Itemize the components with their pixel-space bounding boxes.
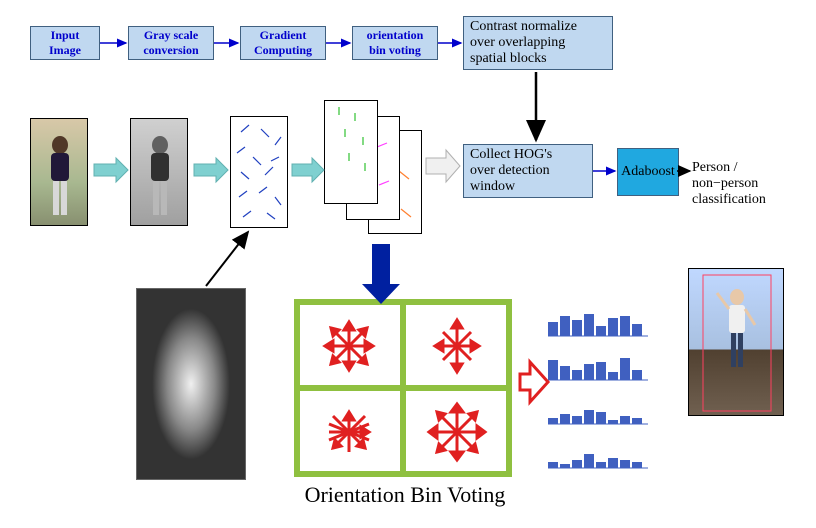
box-label: Contrast normalize over overlapping spat… — [470, 19, 577, 67]
grid-orientation-voting — [293, 298, 513, 478]
caption-orientation-bin-voting: Orientation Bin Voting — [270, 482, 540, 508]
box-contrast-normalize: Contrast normalize over overlapping spat… — [463, 16, 613, 70]
box-gradient: Gradient Computing — [240, 26, 326, 60]
box-label: Gradient Computing — [254, 28, 312, 58]
label-text: Person / non−person classification — [692, 160, 766, 207]
img-gradient-arrows — [230, 116, 288, 228]
histograms — [548, 300, 658, 480]
box-orientation: orientation bin voting — [352, 26, 438, 60]
caption-text: Orientation Bin Voting — [305, 482, 506, 507]
box-input-image: Input Image — [30, 26, 100, 60]
box-label: Adaboost — [621, 164, 675, 180]
box-collect-hog: Collect HOG's over detection window — [463, 144, 593, 198]
box-label: Gray scale conversion — [143, 28, 198, 58]
box-label: Collect HOG's over detection window — [470, 147, 552, 195]
img-hog-silhouette — [136, 288, 246, 480]
label-classification: Person / non−person classification — [692, 144, 802, 208]
box-label: Input Image — [49, 28, 81, 58]
box-adaboost: Adaboost — [617, 148, 679, 196]
img-orientation-panels — [324, 100, 444, 250]
img-input-color — [30, 118, 88, 226]
box-label: orientation bin voting — [367, 28, 424, 58]
img-grayscale — [130, 118, 188, 226]
img-detection-result — [688, 268, 784, 416]
box-gray-scale: Gray scale conversion — [128, 26, 214, 60]
